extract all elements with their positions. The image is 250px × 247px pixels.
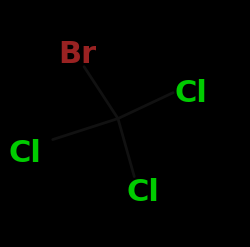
Text: Cl: Cl (174, 79, 206, 108)
Text: Cl: Cl (126, 178, 159, 207)
Text: Cl: Cl (9, 139, 41, 168)
Text: Br: Br (58, 40, 96, 69)
